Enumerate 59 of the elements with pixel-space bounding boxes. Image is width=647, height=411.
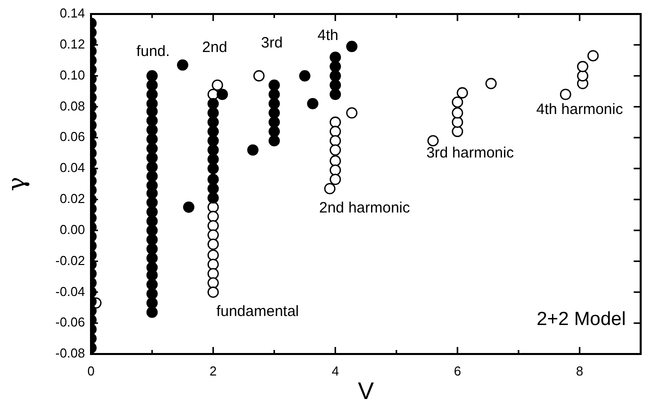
point	[452, 116, 464, 128]
point	[324, 182, 336, 194]
point	[577, 70, 588, 82]
annotation: 3rd	[261, 34, 283, 52]
point	[452, 126, 464, 138]
point	[485, 78, 497, 90]
point	[330, 155, 341, 166]
x-tick-label: 4	[332, 363, 339, 378]
y-tick-label: -0.02	[55, 252, 85, 268]
annotation: 4th	[317, 26, 338, 44]
annotation: 4th harmonic	[536, 101, 624, 118]
point	[330, 126, 341, 138]
point	[587, 50, 599, 62]
y-axis-title: γ	[2, 176, 31, 192]
y-tick-label: 0.02	[60, 191, 85, 206]
point	[208, 229, 219, 241]
y-tick-label: 0.04	[60, 160, 85, 176]
y-tick-label: 0.14	[60, 6, 85, 21]
annotation: fund.	[136, 42, 170, 60]
point	[330, 116, 341, 128]
point	[330, 135, 341, 146]
point	[208, 258, 219, 270]
point	[427, 135, 439, 146]
point	[452, 96, 464, 108]
point	[330, 174, 341, 186]
point	[208, 220, 219, 232]
point	[452, 107, 464, 119]
x-tick-label: 6	[454, 363, 462, 378]
y-tick-label: 0.10	[60, 67, 85, 82]
point	[208, 268, 219, 280]
point	[560, 88, 572, 100]
point	[330, 164, 341, 176]
annotation: 3rd harmonic	[426, 144, 514, 162]
point	[330, 144, 341, 156]
y-tick-label: -0.06	[55, 314, 85, 330]
point	[577, 60, 588, 72]
point	[346, 107, 358, 119]
point	[212, 79, 224, 91]
point	[208, 238, 219, 250]
annotation: 2nd harmonic	[319, 200, 411, 217]
x-tick-label: 8	[576, 363, 584, 378]
y-tick-label: 0.06	[60, 129, 85, 144]
point	[456, 87, 468, 98]
y-tick-label: 0.08	[60, 98, 85, 114]
y-tick-label: 0.00	[60, 222, 85, 237]
y-tick-label: -0.04	[55, 284, 85, 299]
point	[208, 249, 219, 261]
x-axis-title: V	[358, 378, 374, 406]
point	[208, 277, 219, 289]
point	[208, 210, 219, 222]
annotation: 2nd	[202, 38, 228, 56]
annotation: 2+2 Model	[536, 309, 626, 330]
x-tick-label: 0	[87, 363, 95, 378]
y-tick-label: 0.12	[60, 36, 85, 52]
x-tick-label: 2	[210, 363, 217, 378]
y-tick-label: -0.08	[55, 346, 85, 361]
point	[208, 286, 219, 298]
point	[253, 70, 265, 82]
annotation: fundamental	[216, 302, 299, 320]
